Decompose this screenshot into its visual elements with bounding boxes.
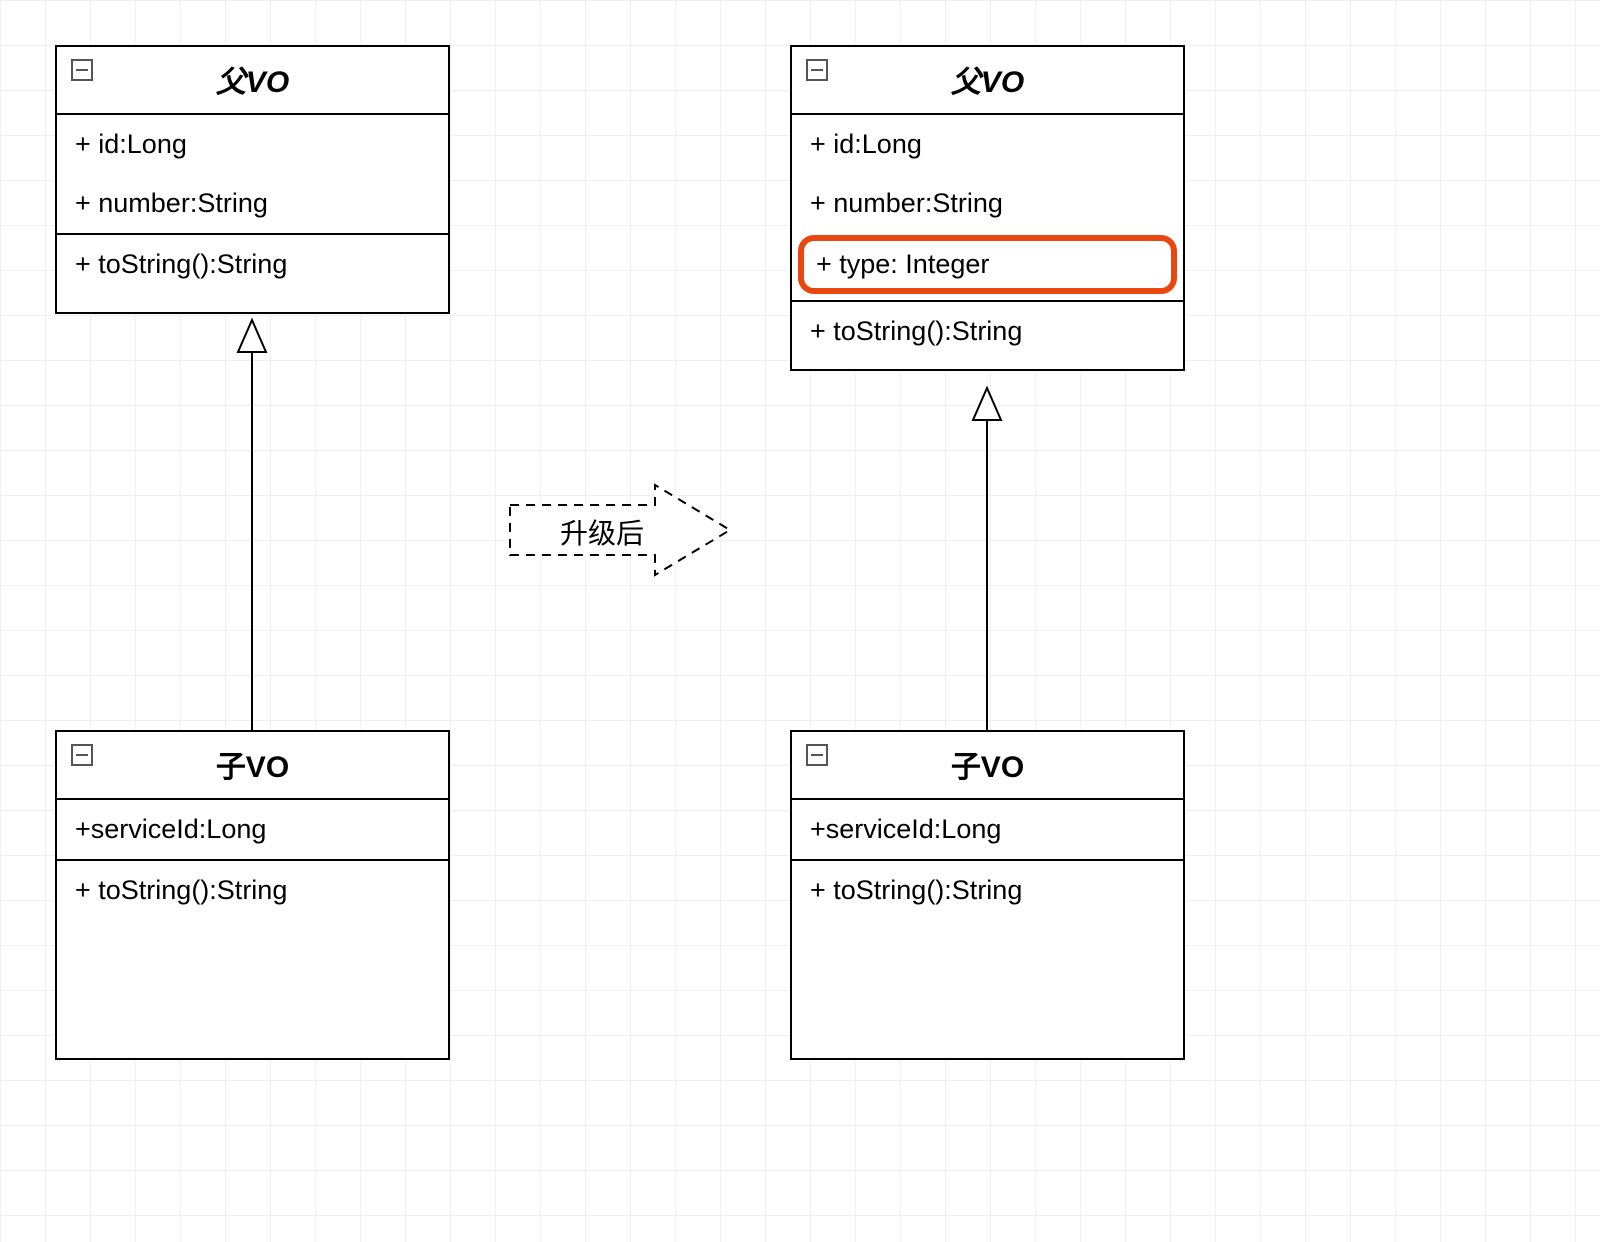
diagram-canvas: 父VO + id:Long + number:String + toString…: [0, 0, 1600, 1242]
right-inheritance-arrow: [0, 0, 1600, 1242]
upgrade-arrow-label: 升级后: [560, 512, 644, 552]
